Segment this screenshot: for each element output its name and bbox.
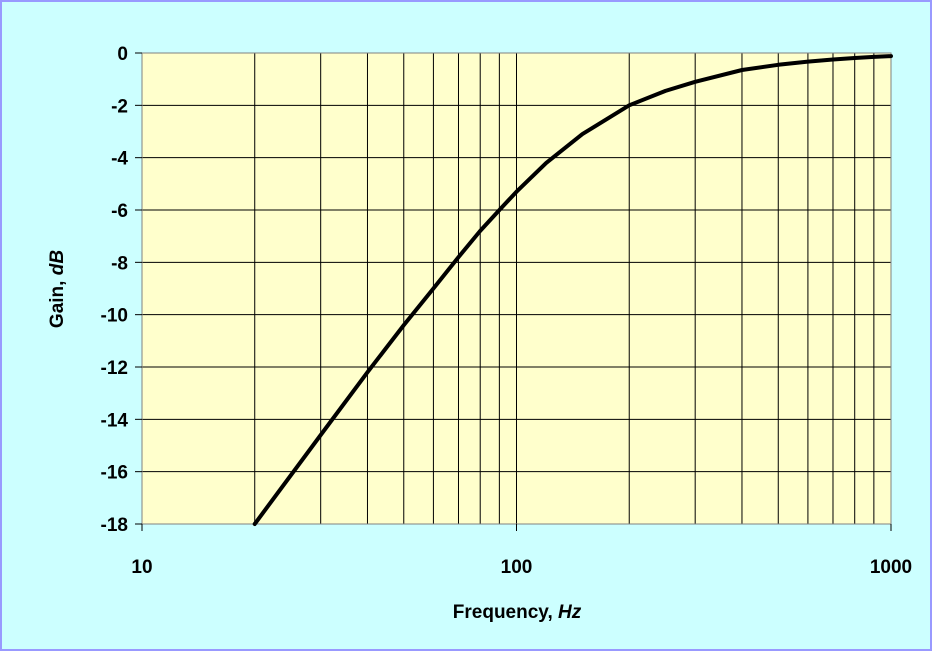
y-tick-label: -4 xyxy=(111,149,128,170)
x-tick-label: 1000 xyxy=(870,557,912,578)
y-tick-label: -14 xyxy=(101,410,129,431)
grid xyxy=(141,52,892,525)
y-tick-label: -2 xyxy=(111,96,128,117)
y-tick-label: 0 xyxy=(117,44,128,65)
x-axis-label-text: Frequency, xyxy=(453,602,558,623)
y-tick-label: -12 xyxy=(101,358,128,379)
y-tick-label: -6 xyxy=(111,201,128,222)
y-tick-label: -8 xyxy=(111,253,128,274)
y-axis-label-text: Gain, xyxy=(47,275,68,328)
series-line xyxy=(252,54,893,526)
x-axis-label: Frequency, Hz xyxy=(453,602,582,623)
y-tick-label: -16 xyxy=(101,463,128,484)
y-tick-label: -10 xyxy=(101,306,128,327)
y-axis-label-unit: dB xyxy=(47,250,68,276)
x-tick-label: 100 xyxy=(501,557,533,578)
x-axis-label-unit: Hz xyxy=(558,602,582,623)
y-axis-ticks: 0 -2 -4 -6 -8 -10 -12 -14 -16 -18 xyxy=(101,44,142,536)
x-tick-label: 10 xyxy=(131,557,152,578)
x-axis-ticks: 10 100 1000 xyxy=(131,524,912,578)
y-axis-label: Gain, dB xyxy=(47,250,68,328)
y-tick-label: -18 xyxy=(101,515,128,536)
